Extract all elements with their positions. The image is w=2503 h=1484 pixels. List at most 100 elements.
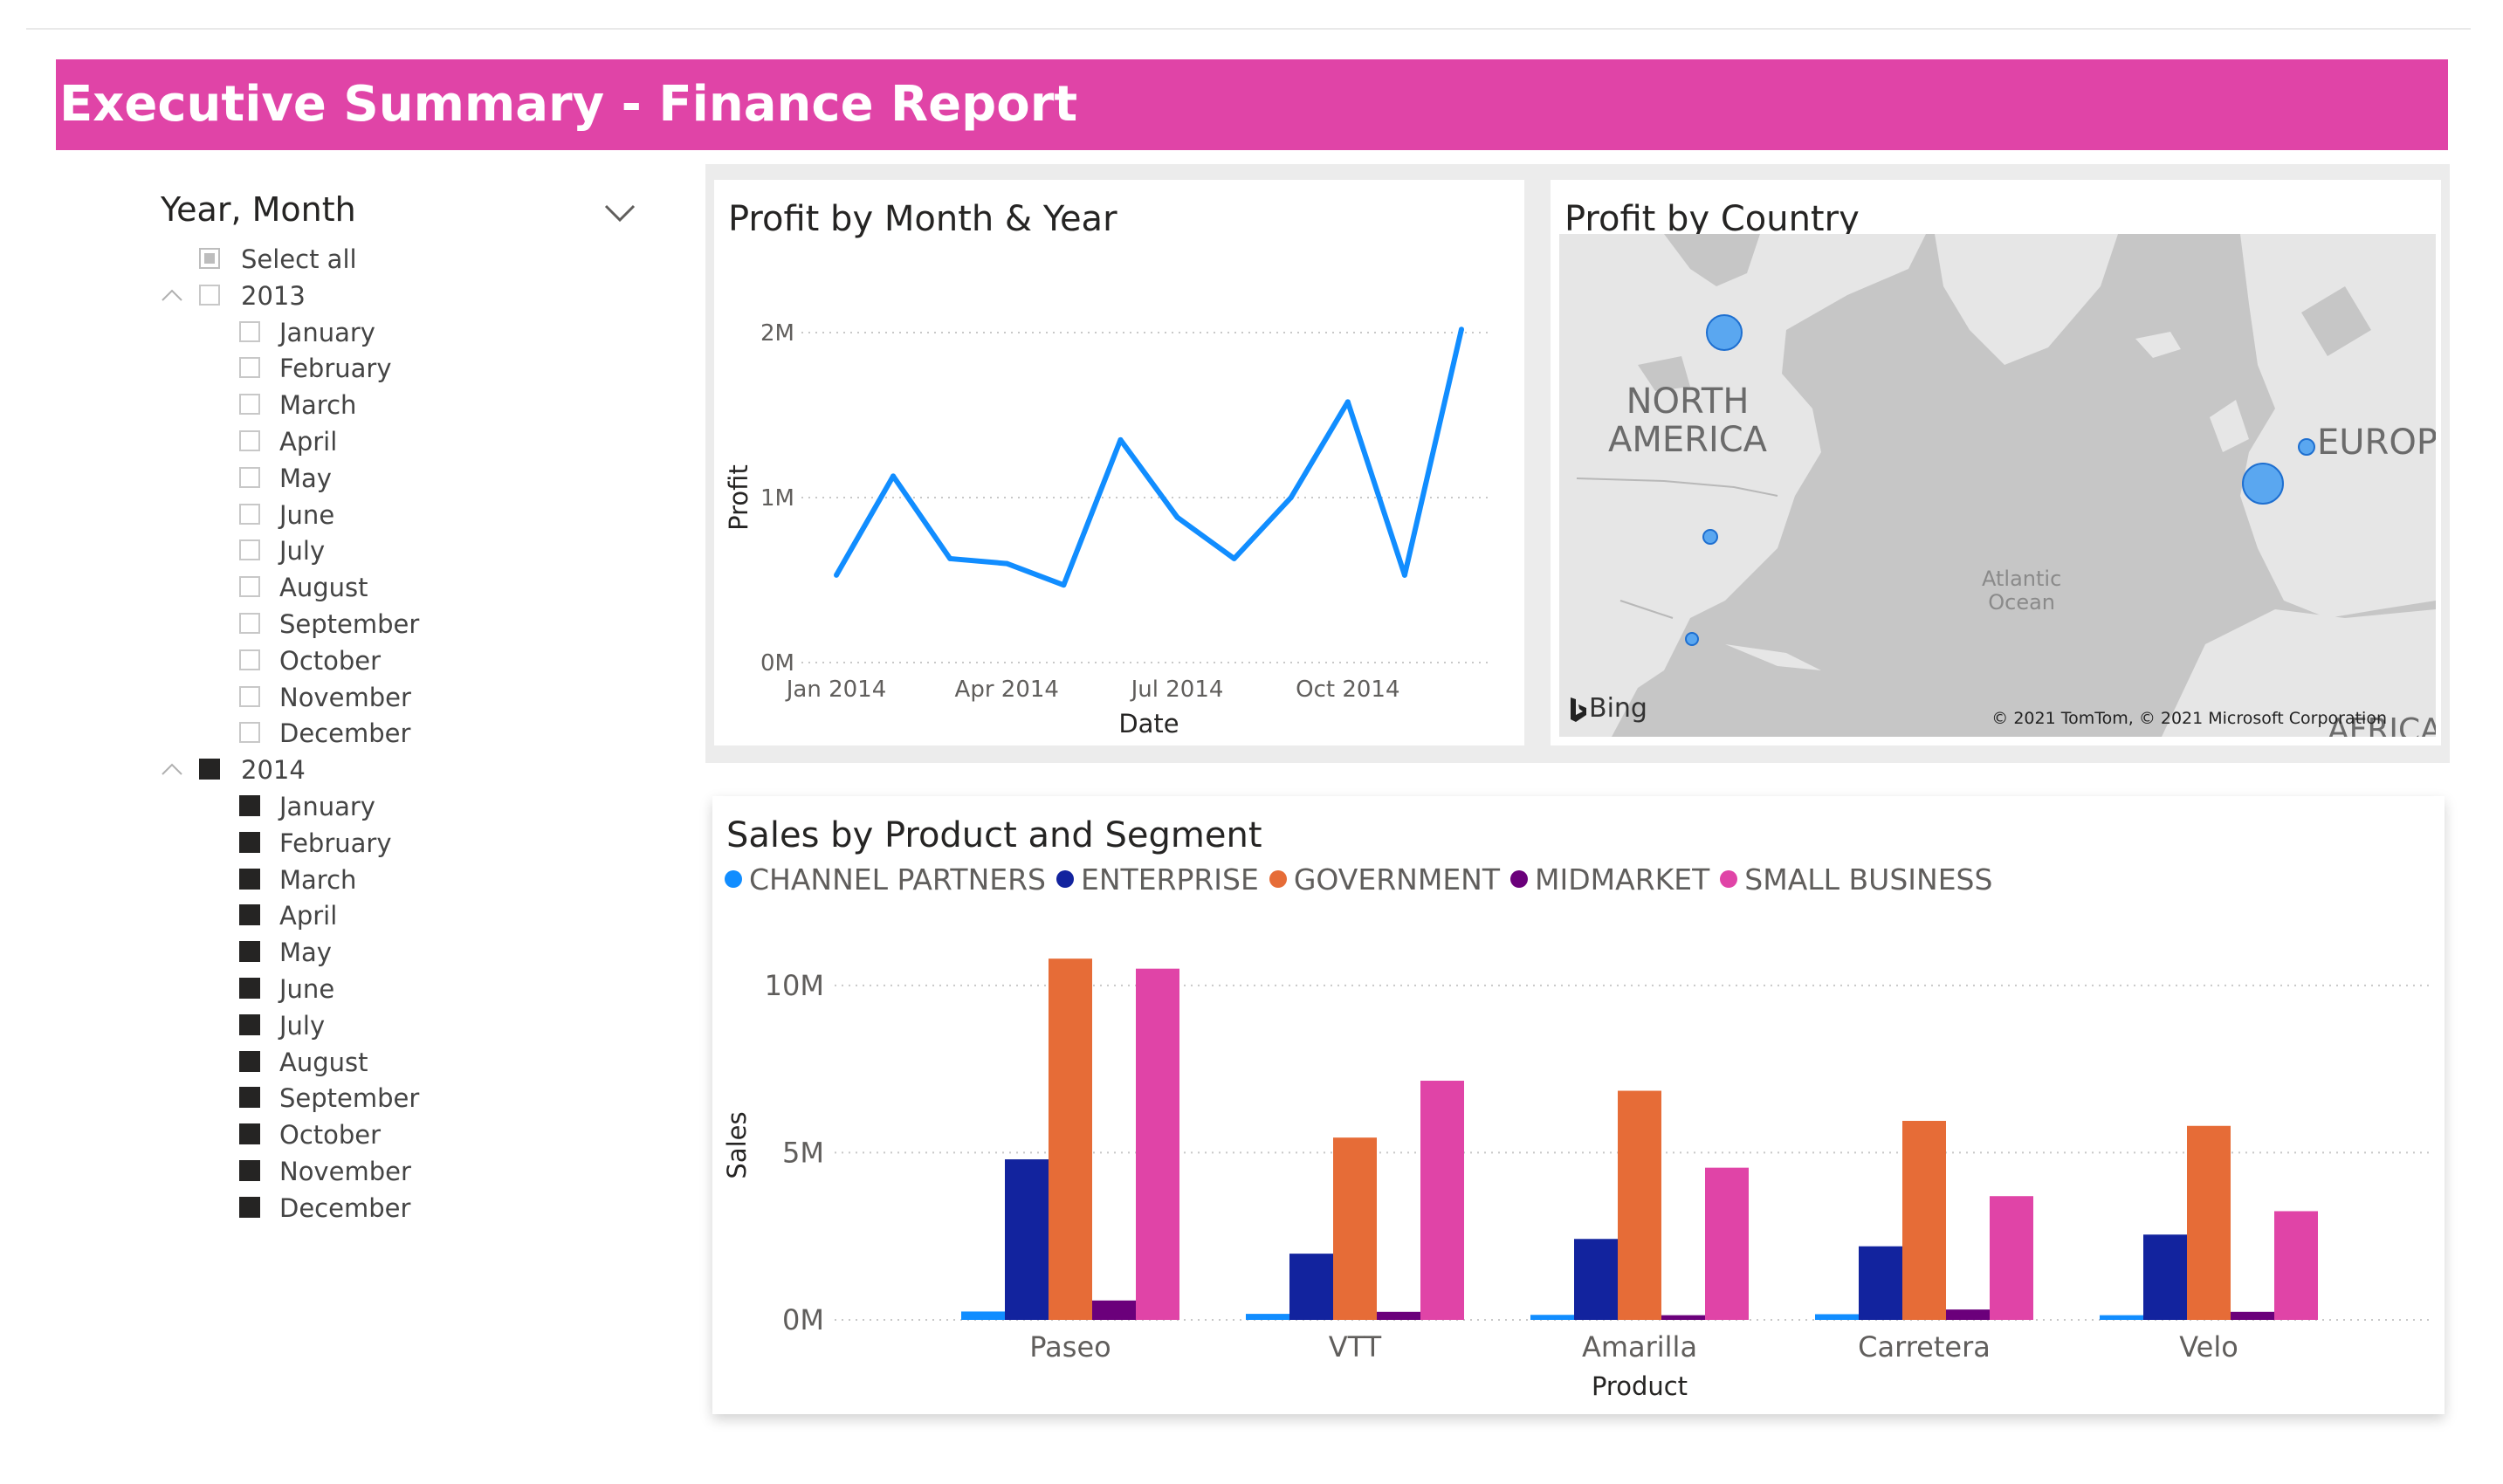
- slicer-item-january[interactable]: January: [140, 790, 664, 827]
- checkbox[interactable]: [239, 394, 260, 416]
- checkbox[interactable]: [239, 794, 260, 816]
- profit-line-chart-card[interactable]: Profit by Month & Year 0M 1M 2M Jan 2014 Apr…: [714, 180, 1524, 745]
- data-point: [1174, 514, 1180, 520]
- slicer-item-december[interactable]: December: [140, 717, 664, 753]
- sales-bar-chart[interactable]: 0M 5M 10M Paseo VTT Amarilla Carretera Velo Prod…: [712, 796, 2445, 1414]
- checkbox[interactable]: [239, 1050, 260, 1072]
- legend-item[interactable]: ENTERPRISE: [1056, 862, 1259, 897]
- checkbox[interactable]: [239, 1087, 260, 1109]
- slicer-item-label: April: [279, 901, 338, 931]
- bar: [1990, 1196, 2033, 1320]
- bubble-germany[interactable]: [2298, 438, 2315, 456]
- checkbox[interactable]: [239, 576, 260, 598]
- slicer-item-april[interactable]: April: [140, 425, 664, 462]
- checkbox[interactable]: [239, 722, 260, 744]
- slicer-item-january[interactable]: January: [140, 316, 664, 353]
- legend-item[interactable]: CHANNEL PARTNERS: [725, 862, 1046, 897]
- checkbox[interactable]: [199, 759, 220, 780]
- slicer-item-may[interactable]: May: [140, 462, 664, 498]
- slicer-item-label: November: [279, 1156, 411, 1186]
- slicer-item-label: August: [279, 1047, 368, 1077]
- x-tick-label: Amarilla: [1582, 1330, 1697, 1364]
- checkbox[interactable]: [239, 1123, 260, 1145]
- slicer-item-september[interactable]: September: [140, 608, 664, 644]
- checkbox[interactable]: [239, 685, 260, 707]
- checkbox[interactable]: [239, 1196, 260, 1218]
- slicer-item-february[interactable]: February: [140, 827, 664, 863]
- checkbox[interactable]: [239, 429, 260, 451]
- slicer-item-august[interactable]: August: [140, 571, 664, 608]
- map-attribution: © 2021 TomTom, © 2021 Microsoft Corporat…: [1991, 709, 2387, 728]
- checkbox[interactable]: [239, 868, 260, 890]
- slicer-item-august[interactable]: August: [140, 1046, 664, 1082]
- checkbox[interactable]: [239, 1159, 260, 1181]
- slicer-item-2014[interactable]: 2014: [140, 753, 664, 790]
- slicer-item-june[interactable]: June: [140, 498, 664, 535]
- checkbox[interactable]: [239, 612, 260, 634]
- x-tick-label: VTT: [1329, 1330, 1382, 1364]
- slicer-item-2013[interactable]: 2013: [140, 279, 664, 316]
- checkbox[interactable]: [199, 284, 220, 306]
- bubble-mexico[interactable]: [1685, 632, 1699, 646]
- map-canvas[interactable]: NORTH AMERICA EUROPE Atlantic Ocean AFRI…: [1559, 234, 2436, 737]
- bubble-canada[interactable]: [1706, 314, 1743, 351]
- checkbox[interactable]: [239, 320, 260, 342]
- slicer-item-october[interactable]: October: [140, 1118, 664, 1155]
- legend-item[interactable]: MIDMARKET: [1510, 862, 1709, 897]
- checkbox[interactable]: [239, 649, 260, 670]
- legend-dot-icon: [1056, 869, 1074, 888]
- bar: [2187, 1125, 2231, 1320]
- sales-bar-chart-card[interactable]: Sales by Product and Segment CHANNEL PAR…: [712, 796, 2445, 1414]
- slicer-title: Year, Month: [161, 190, 356, 229]
- slicer-item-label: July: [279, 1010, 326, 1041]
- slicer-item-march[interactable]: March: [140, 388, 664, 425]
- legend-label: CHANNEL PARTNERS: [749, 862, 1046, 897]
- report-title-banner: Executive Summary - Finance Report: [56, 59, 2448, 150]
- legend-item[interactable]: GOVERNMENT: [1269, 862, 1500, 897]
- bing-logo: Bing: [1568, 693, 1647, 724]
- slicer-item-label: February: [279, 354, 392, 384]
- slicer-item-november[interactable]: November: [140, 681, 664, 718]
- slicer-item-label: January: [279, 317, 375, 347]
- slicer-item-july[interactable]: July: [140, 534, 664, 571]
- slicer-item-july[interactable]: July: [140, 1009, 664, 1046]
- slicer-item-label: October: [279, 645, 382, 676]
- bubble-usa[interactable]: [1702, 529, 1718, 545]
- slicer-item-label: Select all: [241, 244, 357, 274]
- bar: [1946, 1309, 1990, 1320]
- chevron-up-icon[interactable]: [159, 286, 185, 304]
- profit-map-card[interactable]: Profit by Country NORTH AMERIC: [1551, 180, 2441, 745]
- data-point: [1231, 555, 1237, 561]
- slicer-item-september[interactable]: September: [140, 1082, 664, 1118]
- checkbox[interactable]: [239, 831, 260, 853]
- bar-chart-legend: CHANNEL PARTNERS ENTERPRISE GOVERNMENT MIDM…: [725, 862, 2003, 897]
- checkbox[interactable]: [239, 941, 260, 963]
- slicer-item-june[interactable]: June: [140, 972, 664, 1009]
- slicer-item-february[interactable]: February: [140, 352, 664, 388]
- checkbox[interactable]: [199, 248, 220, 269]
- profit-line-chart[interactable]: 0M 1M 2M Jan 2014 Apr 2014 Jul 2014 Oct 2014 Da…: [714, 180, 1524, 745]
- checkbox[interactable]: [239, 503, 260, 525]
- bar: [1859, 1246, 1902, 1320]
- checkbox[interactable]: [239, 466, 260, 488]
- slicer-item-march[interactable]: March: [140, 863, 664, 900]
- slicer-item-may[interactable]: May: [140, 936, 664, 972]
- data-point: [1459, 326, 1464, 333]
- chevron-up-icon[interactable]: [159, 760, 185, 778]
- slicer-item-october[interactable]: October: [140, 644, 664, 681]
- checkbox[interactable]: [239, 977, 260, 999]
- slicer-item-december[interactable]: December: [140, 1192, 664, 1228]
- checkbox[interactable]: [239, 539, 260, 561]
- legend-item[interactable]: SMALL BUSINESS: [1720, 862, 1992, 897]
- bubble-france[interactable]: [2242, 463, 2284, 505]
- slicer-item-april[interactable]: April: [140, 899, 664, 936]
- checkbox[interactable]: [239, 357, 260, 379]
- x-tick-label: Apr 2014: [955, 677, 1059, 703]
- chevron-down-icon[interactable]: [602, 199, 637, 225]
- y-tick-label: 0M: [760, 650, 794, 677]
- checkbox[interactable]: [239, 1013, 260, 1035]
- slicer-item-select-all[interactable]: Select all: [140, 243, 664, 279]
- slicer-item-november[interactable]: November: [140, 1155, 664, 1192]
- checkbox[interactable]: [239, 904, 260, 926]
- bar: [1815, 1314, 1859, 1320]
